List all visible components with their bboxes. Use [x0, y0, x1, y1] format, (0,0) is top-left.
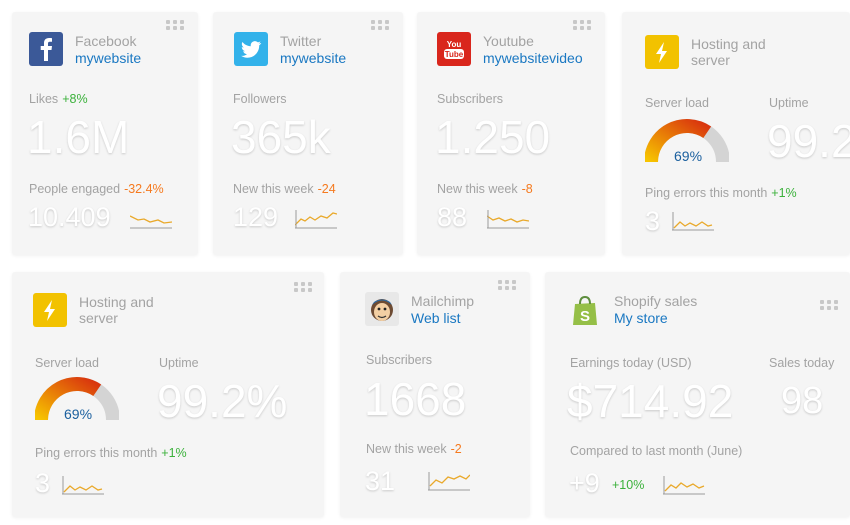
new-this-week-value: 129: [233, 202, 279, 232]
service-name: Twitter: [280, 33, 322, 49]
likes-label: Likes +8%: [29, 92, 88, 106]
server-load-label: Server load: [645, 96, 709, 110]
service-name: Facebook: [75, 33, 137, 49]
followers-label: Followers: [233, 92, 287, 106]
followers-sparkline: [295, 210, 337, 229]
account-link[interactable]: mywebsite: [75, 50, 142, 66]
facebook-icon: [29, 32, 63, 66]
earnings-label: Earnings today (USD): [570, 356, 692, 370]
server-load-gauge: [35, 377, 119, 421]
drag-handle-icon[interactable]: [498, 280, 518, 292]
drag-handle-icon[interactable]: [573, 20, 593, 32]
subscribers-label: Subscribers: [366, 353, 432, 367]
service-name-line2: server: [79, 310, 118, 326]
new-this-week-change: -8: [521, 182, 533, 196]
hosting-widget: Hosting and server Server load Uptime 69…: [622, 12, 850, 255]
ping-errors-label: Ping errors this month +1%: [645, 186, 797, 200]
ping-errors-sparkline: [62, 476, 104, 495]
new-this-week-change: -2: [450, 442, 462, 456]
ping-errors-change: +1%: [771, 186, 797, 200]
sales-value: 98: [781, 380, 824, 422]
drag-handle-icon[interactable]: [820, 300, 840, 312]
compare-value: +9: [569, 468, 600, 498]
hosting-widget: Hosting and server Server load Uptime 69…: [12, 272, 324, 517]
account-link[interactable]: mywebsitevideo: [483, 50, 583, 66]
new-this-week-value: 88: [437, 202, 468, 232]
server-load-gauge: [645, 119, 729, 163]
drag-handle-icon[interactable]: [166, 20, 186, 32]
svg-text:S: S: [580, 308, 590, 325]
server-load-value: 69%: [674, 148, 703, 164]
new-this-week-label: New this week -8: [437, 182, 533, 196]
engaged-change: -32.4%: [124, 182, 164, 196]
subscribers-value: 1.250: [435, 111, 551, 163]
engaged-value: 10.409: [28, 202, 111, 232]
account-link[interactable]: Web list: [411, 310, 461, 326]
service-name-line1: Hosting and: [691, 36, 766, 52]
service-name: Shopify sales: [614, 293, 698, 309]
mailchimp-icon: [365, 292, 399, 326]
uptime-value: 99.2%: [157, 375, 288, 427]
followers-value: 365k: [231, 111, 331, 163]
uptime-value: 99.2%: [767, 115, 850, 167]
sales-label: Sales today: [769, 356, 835, 370]
compare-change: +10%: [612, 478, 645, 492]
youtube-icon: You Tube: [437, 32, 471, 66]
ping-errors-sparkline: [672, 212, 714, 231]
uptime-label: Uptime: [769, 96, 809, 110]
svg-text:Tube: Tube: [445, 50, 464, 59]
subscribers-label: Subscribers: [437, 92, 503, 106]
svg-text:You: You: [447, 40, 462, 49]
twitter-widget: Twitter mywebsite Followers 365k New thi…: [213, 12, 403, 255]
lightning-icon: [33, 293, 67, 327]
ping-errors-label: Ping errors this month +1%: [35, 446, 187, 460]
compare-label: Compared to last month (June): [570, 444, 743, 458]
new-this-week-label: New this week -2: [366, 442, 462, 456]
shopify-icon: S: [568, 294, 602, 328]
drag-handle-icon[interactable]: [294, 282, 314, 294]
subscribers-sparkline: [428, 472, 470, 491]
new-this-week-value: 31: [365, 466, 396, 496]
youtube-widget: You Tube Youtube mywebsitevideo Subscribe…: [417, 12, 605, 255]
service-name-line1: Hosting and: [79, 294, 154, 310]
engaged-label: People engaged -32.4%: [29, 182, 164, 196]
service-name: Youtube: [483, 33, 534, 49]
likes-value: 1.6M: [27, 111, 130, 163]
compare-sparkline: [663, 476, 705, 495]
lightning-icon: [645, 35, 679, 69]
ping-errors-change: +1%: [161, 446, 187, 460]
likes-change: +8%: [62, 92, 88, 106]
service-name-line2: server: [691, 52, 730, 68]
facebook-widget: Facebook mywebsite Likes +8% 1.6M People …: [12, 12, 198, 255]
uptime-label: Uptime: [159, 356, 199, 370]
twitter-icon: [234, 32, 268, 66]
shopify-widget: S Shopify sales My store Earnings today …: [545, 272, 850, 517]
server-load-label: Server load: [35, 356, 99, 370]
new-this-week-label: New this week -24: [233, 182, 336, 196]
earnings-value: $714.92: [567, 375, 734, 427]
new-this-week-change: -24: [317, 182, 336, 196]
subscribers-value: 1668: [364, 373, 467, 425]
drag-handle-icon[interactable]: [371, 20, 391, 32]
server-load-gauge-fill: [35, 377, 102, 421]
ping-errors-value: 3: [35, 468, 51, 498]
engaged-sparkline: [130, 215, 172, 229]
mailchimp-widget: Mailchimp Web list Subscribers 1668 New …: [340, 272, 530, 517]
subscribers-sparkline: [487, 210, 529, 229]
server-load-value: 69%: [64, 406, 93, 422]
account-link[interactable]: mywebsite: [280, 50, 347, 66]
ping-errors-value: 3: [645, 206, 661, 236]
server-load-gauge-fill: [645, 119, 712, 163]
account-link[interactable]: My store: [614, 310, 668, 326]
service-name: Mailchimp: [411, 293, 475, 309]
